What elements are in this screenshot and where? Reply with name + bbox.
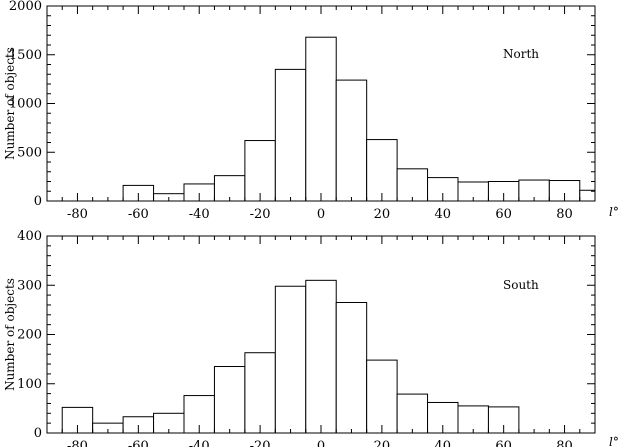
south-x-tick-label: 60 <box>495 439 512 447</box>
south-bar-6 <box>244 352 276 434</box>
south-x-tick-label: -20 <box>250 439 271 447</box>
south-y-tick-label: 100 <box>17 377 42 392</box>
south-y-tick-label: 300 <box>17 278 42 293</box>
north-x-tick-label: -60 <box>128 207 149 222</box>
north-y-tick-label: 1500 <box>9 48 42 63</box>
south-x-axis-label: l° <box>609 435 619 447</box>
north-x-tick-label: 80 <box>556 207 573 222</box>
north-bar-4 <box>244 140 276 202</box>
north-panel: North Number of objects l° -80 -60 -40 -20 0… <box>3 0 619 222</box>
north-y-axis-label: Number of objects <box>3 47 17 160</box>
north-y-tick-label: 0 <box>34 194 42 209</box>
south-bar-9 <box>335 301 368 434</box>
south-bar-8 <box>305 279 337 434</box>
south-bar-7 <box>274 285 307 434</box>
north-bar-9 <box>396 168 429 202</box>
north-y-tick-label: 1000 <box>9 97 42 112</box>
north-x-tick-label: 60 <box>495 207 512 222</box>
south-y-tick-label: 200 <box>17 328 42 343</box>
north-x-tick-label: -40 <box>189 207 210 222</box>
south-y-tick-label: 400 <box>17 229 42 244</box>
south-bar-13 <box>457 405 489 434</box>
south-x-tick-label: 40 <box>435 439 452 447</box>
north-x-tick-label: 20 <box>374 207 391 222</box>
south-y-tick-label: 0 <box>34 426 42 441</box>
north-y-tick-label: 500 <box>17 145 42 160</box>
south-panel-label: South <box>503 278 539 292</box>
south-panel: South Number of objects l° -80 -60 -40 -20 0… <box>3 229 619 447</box>
south-bar-5 <box>213 366 246 434</box>
south-x-tick-label: 0 <box>317 439 325 447</box>
north-bar-6 <box>305 36 337 202</box>
south-y-axis-label: Number of objects <box>3 278 17 391</box>
north-x-tick-label: 40 <box>435 207 452 222</box>
north-x-tick-label: -80 <box>67 207 88 222</box>
south-x-tick-label: 80 <box>556 439 573 447</box>
south-x-tick-label: -60 <box>128 439 149 447</box>
north-x-axis-label: l° <box>609 205 619 219</box>
south-bar-10 <box>366 359 398 434</box>
north-bar-5 <box>274 68 307 202</box>
north-bar-7 <box>335 79 368 202</box>
north-bar-8 <box>366 139 398 202</box>
south-bar-11 <box>396 393 429 434</box>
north-x-tick-label: -20 <box>250 207 271 222</box>
north-bar-15 <box>579 189 596 202</box>
south-x-tick-label: -40 <box>189 439 210 447</box>
south-x-tick-label: -80 <box>67 439 88 447</box>
north-panel-label: North <box>503 47 539 61</box>
north-y-tick-label: 2000 <box>9 0 42 14</box>
north-x-tick-label: 0 <box>317 207 325 222</box>
south-x-tick-label: 20 <box>374 439 391 447</box>
